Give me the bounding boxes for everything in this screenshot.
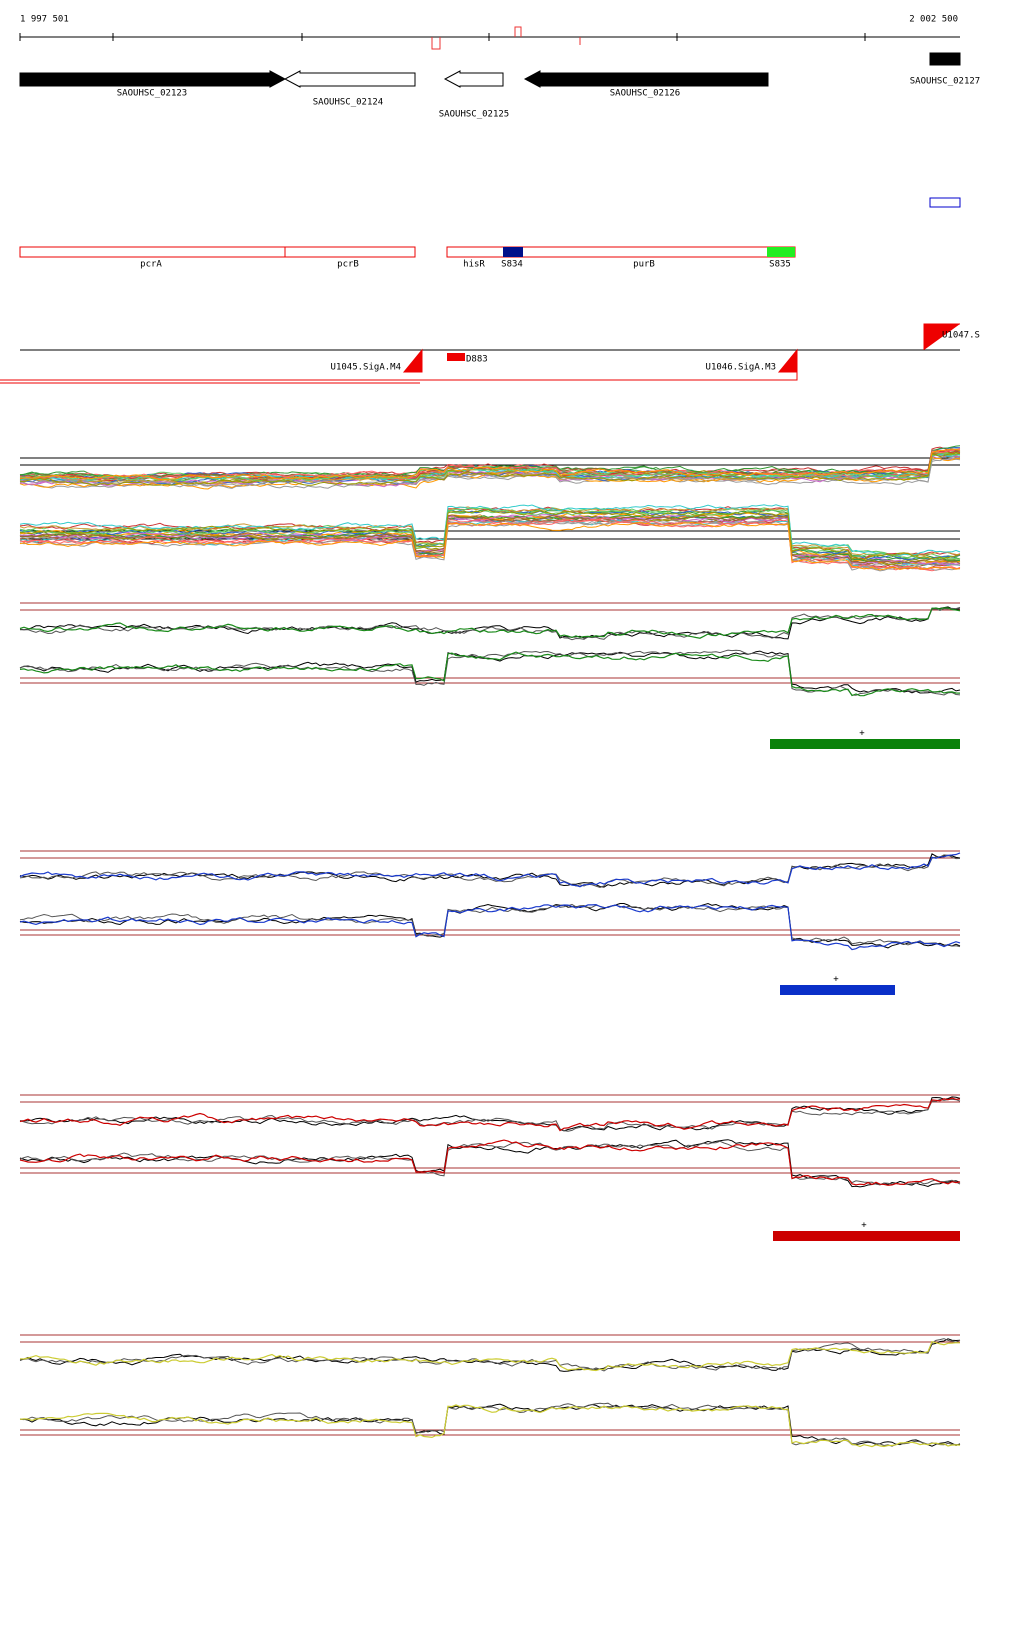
gene (19, 70, 287, 88)
segment-bar (780, 985, 895, 995)
trace (19, 1098, 961, 1132)
feature-label: S835 (769, 260, 791, 270)
feature-box (503, 247, 523, 257)
trace (19, 448, 961, 481)
trace (19, 606, 961, 641)
gene (443, 70, 504, 88)
trace (19, 1404, 961, 1448)
promoter-label: U1047.S (942, 331, 980, 341)
gene-label: SAOUHSC_02123 (117, 89, 187, 99)
axis-end: 2 002 500 (909, 15, 958, 25)
trace (19, 453, 960, 483)
trace (19, 607, 961, 639)
promoter-label: U1045.SigA.M4 (331, 363, 401, 373)
trace (19, 1139, 961, 1186)
gene (523, 70, 769, 88)
trace (19, 852, 961, 888)
axis-start: 1 997 501 (20, 15, 69, 25)
feature-label: hisR (463, 260, 485, 270)
features (19, 246, 796, 258)
feature-label: S834 (501, 260, 523, 270)
gene-label: SAOUHSC_02124 (313, 98, 383, 108)
trace (19, 521, 961, 571)
gene-label: SAOUHSC_02127 (910, 77, 980, 87)
trace (19, 1140, 961, 1186)
ruler: 1 997 501 2 002 500 (19, 15, 960, 50)
trace (19, 507, 961, 560)
feature-label: pcrA (140, 260, 162, 270)
feature-box (929, 197, 961, 208)
trace (19, 519, 961, 570)
trace (19, 450, 961, 479)
trace (19, 1338, 961, 1372)
marker: + (833, 975, 839, 985)
marker: + (861, 1221, 867, 1231)
trace (19, 1139, 961, 1188)
trace (19, 1097, 961, 1132)
trace (19, 853, 961, 888)
trace (19, 651, 961, 697)
promoter-flag (924, 326, 944, 336)
trace (19, 453, 961, 487)
terminator-line (0, 372, 798, 384)
gene (929, 52, 961, 66)
expression-tracks (19, 445, 961, 1448)
promoter-label: U1046.SigA.M3 (706, 363, 776, 373)
trace (19, 507, 961, 558)
trace (19, 509, 961, 560)
segment-bar (770, 739, 960, 749)
feature-box (19, 246, 416, 258)
trace (19, 1340, 961, 1372)
feature-box (767, 247, 795, 257)
trace (19, 903, 961, 951)
trace (19, 506, 961, 559)
segment-bar (773, 1231, 960, 1241)
gene-label: SAOUHSC_02126 (610, 89, 680, 99)
feature-box (446, 246, 796, 258)
promoter-label: D883 (466, 355, 488, 365)
feature-label: pcrB (337, 260, 359, 270)
marker: + (859, 729, 865, 739)
promoters (0, 323, 960, 384)
trace (19, 649, 961, 696)
promoter-box (447, 353, 465, 361)
trace (19, 854, 961, 889)
ruler-ticks (19, 33, 866, 41)
trace (19, 514, 961, 564)
trace (19, 903, 961, 948)
trace (19, 650, 961, 694)
gene (283, 70, 416, 88)
trace (19, 606, 961, 640)
ruler-marks (431, 26, 581, 50)
trace (19, 1338, 961, 1372)
feature-label: purB (633, 260, 655, 270)
promoter-flag (402, 323, 960, 373)
gene-label: SAOUHSC_02125 (439, 110, 509, 120)
trace (19, 514, 961, 566)
trace (19, 1402, 961, 1447)
genes (19, 52, 961, 88)
trace (19, 902, 961, 949)
